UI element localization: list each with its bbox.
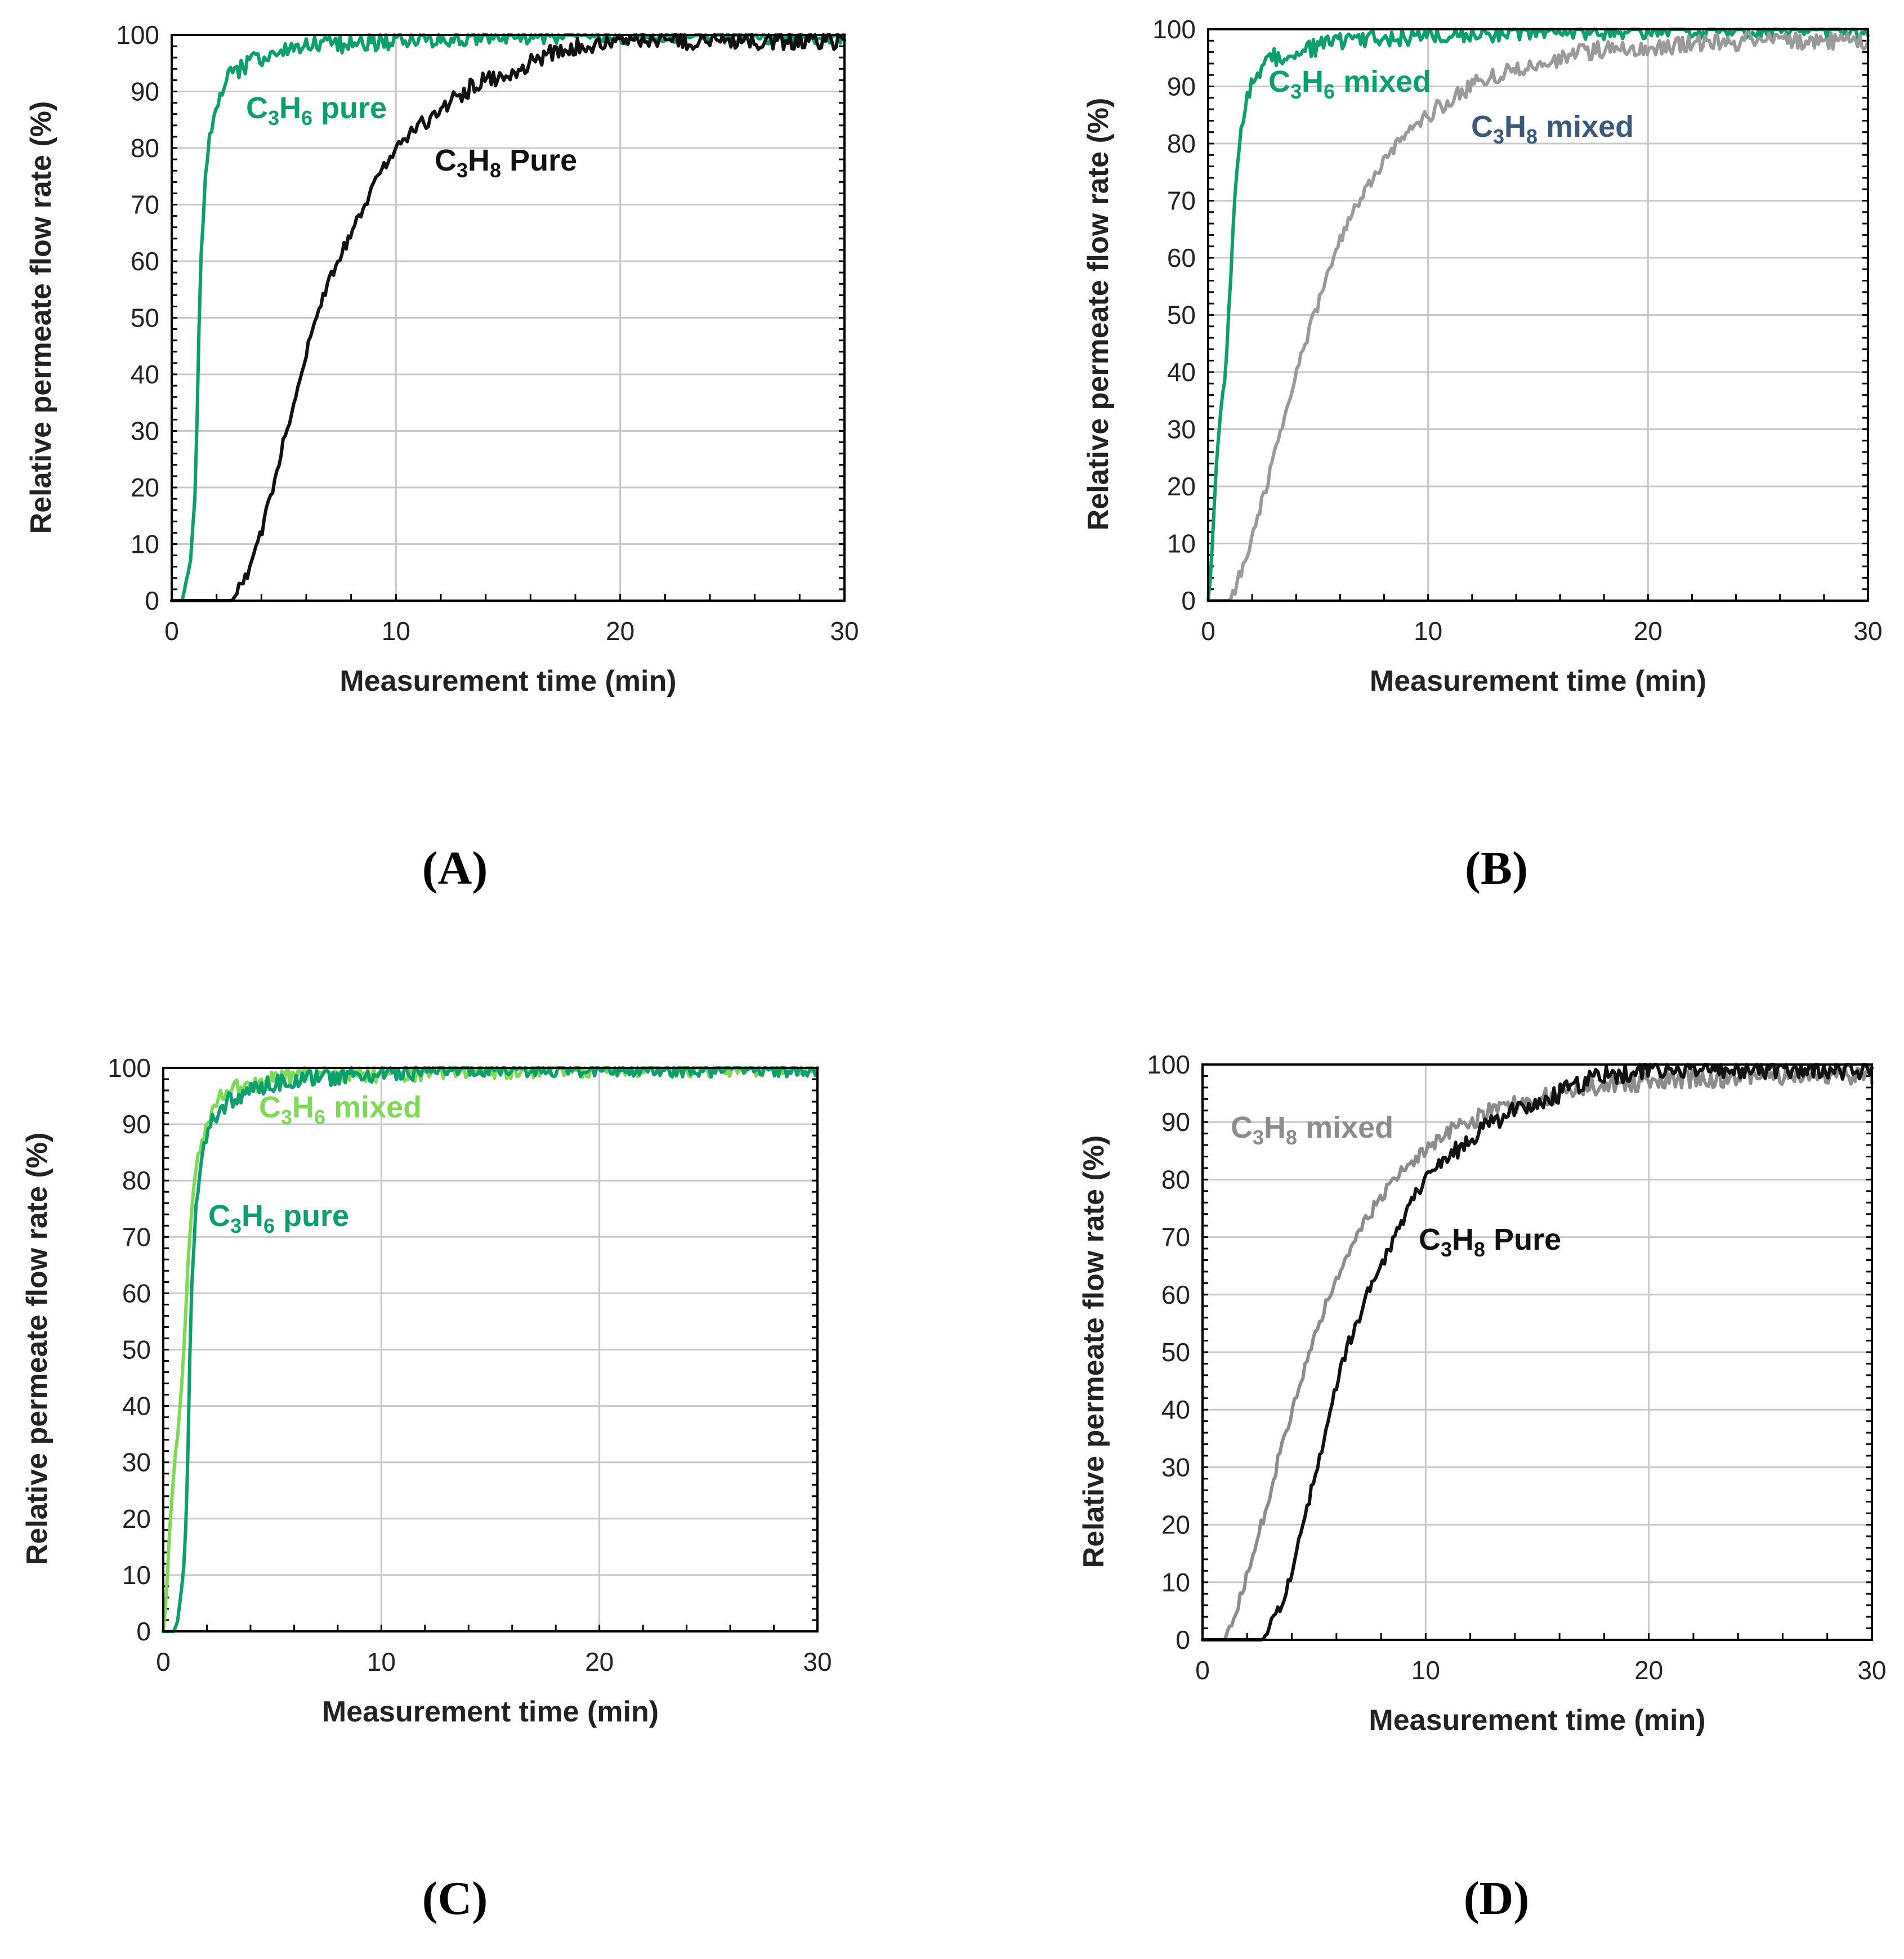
x-tick-label: 0	[1195, 1656, 1210, 1685]
y-tick-label: 40	[131, 360, 159, 389]
y-tick-label: 50	[122, 1335, 151, 1365]
y-tick-label: 90	[122, 1110, 151, 1139]
series-label-c3h8-mixed: C3H8 mixed	[1231, 1111, 1393, 1149]
x-tick-label: 10	[382, 616, 410, 646]
x-tick-label: 20	[606, 616, 634, 646]
series-label-c3h6-pure: C3H6 pure	[246, 91, 387, 129]
y-tick-label: 80	[122, 1166, 151, 1195]
x-tick-label: 0	[156, 1647, 171, 1676]
panel-caption: (C)	[422, 1872, 488, 1925]
y-tick-label: 20	[1161, 1510, 1190, 1540]
x-tick-label: 20	[585, 1647, 614, 1676]
y-tick-label: 80	[1161, 1165, 1190, 1194]
y-tick-label: 10	[122, 1560, 151, 1590]
y-tick-label: 10	[1167, 529, 1196, 558]
panel-caption: (A)	[422, 842, 488, 894]
series-line-c3h6-mixed	[162, 1066, 819, 1633]
y-tick-label: 60	[131, 247, 159, 276]
y-tick-label: 50	[1167, 301, 1196, 330]
panel-caption: (D)	[1464, 1872, 1530, 1925]
y-tick-label: 40	[122, 1392, 151, 1421]
series-label-c3h8-mixed: C3H8 mixed	[1471, 110, 1634, 148]
y-tick-label: 30	[1167, 415, 1196, 444]
y-tick-label: 20	[131, 473, 159, 502]
y-tick-label: 0	[136, 1617, 151, 1646]
y-tick-label: 20	[122, 1504, 151, 1533]
x-axis-title: Measurement time (min)	[1370, 665, 1706, 697]
y-tick-label: 60	[1161, 1280, 1190, 1309]
y-tick-label: 50	[131, 303, 159, 333]
x-tick-label: 30	[1857, 1656, 1886, 1685]
plot-frame	[1201, 1063, 1873, 1641]
y-tick-label: 70	[1161, 1223, 1190, 1252]
chart-panel-2: 0 10 20 30 40 50 60 70 80 90 100 0 10 20 30 Measurement…	[1082, 15, 1883, 894]
x-tick-label: 10	[1414, 616, 1442, 646]
y-tick-label: 30	[1161, 1452, 1190, 1482]
plot-frame	[171, 34, 846, 602]
x-tick-label: 10	[367, 1647, 396, 1676]
y-axis-title: Relative permeate flow rate (%)	[1078, 1135, 1110, 1568]
x-tick-label: 0	[1201, 616, 1215, 646]
x-tick-label: 10	[1411, 1656, 1440, 1685]
y-tick-label: 30	[131, 417, 159, 446]
series-line-c3h8-pure	[1201, 1063, 1874, 1642]
y-tick-label: 20	[1167, 472, 1196, 501]
x-axis-title: Measurement time (min)	[322, 1696, 659, 1728]
chart-panel-1: 0 10 20 30 40 50 60 70 80 90 100 0 10 20 30 Measurement…	[25, 20, 859, 894]
series-label-c3h6-mixed: C3H6 mixed	[1268, 65, 1431, 103]
y-tick-label: 70	[1167, 186, 1196, 216]
y-tick-label: 70	[122, 1222, 151, 1251]
chart-panel-3: 0 10 20 30 40 50 60 70 80 90 100 0 10 20 30 Measurement…	[21, 1053, 832, 1925]
plot-frame	[162, 1067, 819, 1632]
y-tick-label: 70	[131, 190, 159, 220]
y-tick-label: 0	[1176, 1625, 1190, 1654]
y-tick-label: 100	[1152, 15, 1196, 44]
y-tick-label: 0	[145, 586, 159, 615]
y-axis-title: Relative permeate flow rate (%)	[25, 101, 57, 534]
series-label-c3h8-pure: C3H8 Pure	[1419, 1223, 1561, 1261]
series-line-c3h8-mixed	[1201, 1065, 1874, 1642]
series-label-c3h6-mixed: C3H6 mixed	[259, 1090, 422, 1129]
y-tick-label: 90	[1167, 72, 1196, 101]
y-tick-label: 40	[1167, 357, 1196, 387]
y-tick-label: 10	[1161, 1568, 1190, 1597]
y-tick-label: 60	[1167, 243, 1196, 272]
series-label-c3h6-pure: C3H6 pure	[208, 1199, 349, 1237]
y-tick-label: 90	[131, 77, 159, 106]
x-tick-label: 0	[164, 616, 179, 646]
y-tick-label: 90	[1161, 1107, 1190, 1137]
plot-frame	[1207, 28, 1869, 602]
y-tick-label: 100	[1147, 1050, 1190, 1079]
y-tick-label: 80	[1167, 129, 1196, 158]
x-tick-label: 20	[1634, 616, 1662, 646]
x-tick-label: 20	[1634, 1656, 1663, 1685]
y-tick-label: 0	[1181, 586, 1196, 615]
y-tick-label: 50	[1161, 1338, 1190, 1367]
y-tick-label: 60	[122, 1278, 151, 1308]
series-line-c3h8-pure	[170, 33, 846, 602]
y-axis-title: Relative permeate flow rate (%)	[21, 1133, 53, 1566]
x-axis-title: Measurement time (min)	[1369, 1704, 1705, 1737]
x-axis-title: Measurement time (min)	[339, 665, 676, 697]
chart-panel-4: 0 10 20 30 40 50 60 70 80 90 100 0 10 20 30 Measurement…	[1078, 1050, 1887, 1925]
x-tick-label: 30	[1853, 616, 1882, 646]
y-tick-label: 40	[1161, 1395, 1190, 1424]
x-tick-label: 30	[830, 616, 859, 646]
series-line-c3h8-mixed	[1206, 31, 1870, 602]
x-tick-label: 30	[803, 1647, 832, 1676]
y-tick-label: 30	[122, 1448, 151, 1477]
series-label-c3h8-pure: C3H8 Pure	[435, 144, 577, 182]
panel-caption: (B)	[1465, 842, 1528, 894]
y-tick-label: 80	[131, 133, 159, 163]
y-tick-label: 100	[108, 1053, 151, 1083]
y-tick-label: 100	[116, 20, 159, 50]
y-tick-label: 10	[131, 530, 159, 559]
y-axis-title: Relative permeate flow rate (%)	[1082, 98, 1115, 531]
